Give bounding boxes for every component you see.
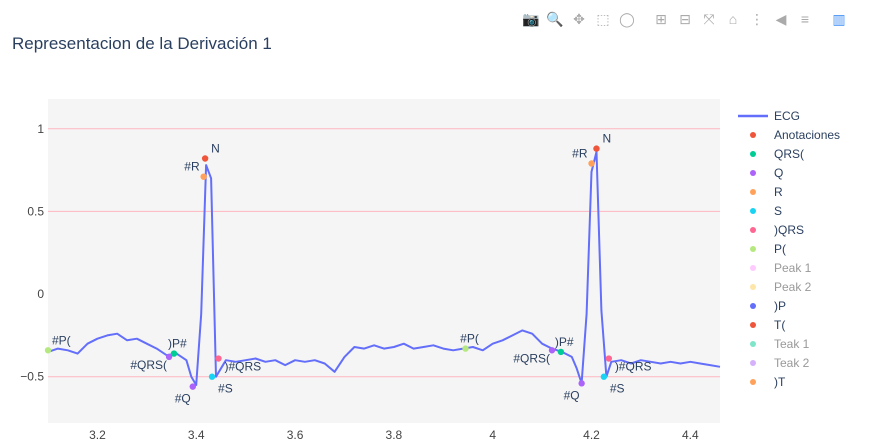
legend-swatch[interactable] [750,189,756,195]
annotation-label: #P( [460,332,479,346]
legend-item-label[interactable]: Peak 1 [774,261,812,275]
annotation-marker[interactable] [165,353,173,361]
chart-title: Representacion de la Derivación 1 [12,34,272,53]
x-tick-label: 4 [489,428,496,442]
legend-swatch[interactable] [750,265,756,271]
legend-item-label[interactable]: S [774,204,782,218]
annotation-label: )#QRS [224,360,261,374]
annotation-marker[interactable] [588,160,595,167]
annotation-label: #QRS( [130,358,167,372]
legend-item-label[interactable]: Teak 1 [774,337,810,351]
annotation-label: )P# [168,337,187,351]
y-tick-label: 0 [37,287,44,301]
annotation-label: #Q [564,388,580,402]
legend-swatch[interactable] [750,303,756,309]
modebar: 📷 🔍 ✥ ⬚ ◯ ⊞ ⊟ ⤧ ⌂ ⋮ ◀ ≡ ▥ [520,8,850,30]
legend-item-label[interactable]: Q [774,166,783,180]
legend-swatch[interactable] [750,360,756,366]
legend-item-label[interactable]: ECG [774,109,800,123]
autoscale-icon[interactable]: ⤧ [703,10,715,27]
y-tick-label: 1 [37,122,44,136]
annotation-marker[interactable] [600,373,608,380]
legend-swatch[interactable] [750,246,756,252]
pan-icon[interactable]: ✥ [573,10,585,27]
legend-swatch[interactable] [750,132,756,138]
x-tick-label: 3.4 [188,428,205,442]
legend-swatch[interactable] [750,284,756,290]
legend-swatch[interactable] [750,208,756,214]
legend-item-label[interactable]: R [774,185,783,199]
zoom-in-icon[interactable]: ⊞ [655,10,667,27]
plotly-logo-icon[interactable]: ▥ [832,10,846,27]
annotation-label: #Q [175,392,191,406]
legend-item-label[interactable]: P( [774,242,786,256]
annotation-marker[interactable] [462,345,469,352]
annotation-label: )#QRS [615,360,652,374]
zoom-out-icon[interactable]: ⊟ [679,10,691,27]
hover-closest-icon[interactable]: ◀ [775,10,787,27]
annotation-marker[interactable] [44,347,52,354]
annotation-marker[interactable] [578,380,585,387]
annotation-label: N [602,132,611,146]
y-tick-label: −0.5 [20,370,44,384]
legend-swatch[interactable] [750,341,756,347]
annotation-marker[interactable] [200,173,207,180]
legend-item-label[interactable]: )T [774,375,786,389]
annotation-label: #QRS( [513,351,550,365]
legend-item-label[interactable]: )QRS [774,223,804,237]
annotation-marker[interactable] [557,348,565,356]
annotation-marker[interactable] [593,145,600,152]
legend-swatch[interactable] [750,322,756,328]
annotation-marker[interactable] [605,355,613,362]
annotation-label: N [211,142,220,156]
annotation-marker[interactable] [208,373,216,380]
y-tick-label: 0.5 [27,204,44,218]
annotation-label: )P# [555,335,574,349]
annotation-marker[interactable] [170,350,178,357]
x-tick-label: 3.8 [386,428,403,442]
legend-item-label[interactable]: Teak 2 [774,356,810,370]
x-tick-label: 4.2 [583,428,600,442]
x-tick-label: 3.2 [89,428,106,442]
legend-swatch[interactable] [750,170,756,176]
x-tick-label: 4.4 [682,428,699,442]
annotation-marker[interactable] [189,383,196,390]
annotation-label: #R [184,160,200,174]
annotation-label: #P( [52,333,71,347]
annotation-marker[interactable] [548,347,556,354]
annotation-label: #S [610,382,625,396]
legend-swatch[interactable] [750,151,756,157]
legend-item-label[interactable]: T( [774,318,785,332]
legend-item-label[interactable]: Anotaciones [774,128,840,142]
home-icon[interactable]: ⌂ [728,11,738,27]
box-select-icon[interactable]: ⬚ [596,10,610,27]
zoom-icon[interactable]: 🔍 [546,10,564,27]
legend-item-label[interactable]: )P [774,299,786,313]
spike-lines-icon[interactable]: ⋮ [750,10,764,27]
annotation-marker[interactable] [215,355,222,362]
lasso-icon[interactable]: ◯ [619,10,635,27]
legend-swatch[interactable] [750,379,756,385]
annotation-label: #R [572,146,588,160]
annotation-marker[interactable] [201,155,209,162]
hover-compare-icon[interactable]: ≡ [800,11,810,27]
x-tick-label: 3.6 [287,428,304,442]
legend-item-label[interactable]: QRS( [774,147,804,161]
legend-item-label[interactable]: Peak 2 [774,280,812,294]
annotation-label: #S [218,382,233,396]
legend-swatch[interactable] [750,227,756,233]
plot-area[interactable] [48,99,720,423]
camera-icon[interactable]: 📷 [522,10,540,27]
